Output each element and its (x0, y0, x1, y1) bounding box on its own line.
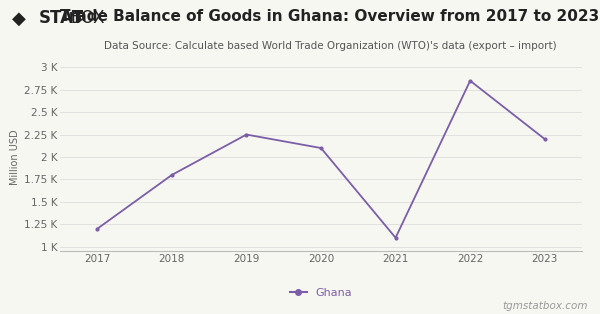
Text: BOX: BOX (71, 9, 106, 27)
Legend: Ghana: Ghana (286, 283, 356, 302)
Text: STAT: STAT (39, 9, 84, 27)
Text: Data Source: Calculate based World Trade Organization (WTO)'s data (export – imp: Data Source: Calculate based World Trade… (104, 41, 556, 51)
Y-axis label: Million USD: Million USD (10, 129, 20, 185)
Text: tgmstatbox.com: tgmstatbox.com (503, 301, 588, 311)
Text: ◆: ◆ (12, 9, 26, 27)
Text: Trade Balance of Goods in Ghana: Overview from 2017 to 2023: Trade Balance of Goods in Ghana: Overvie… (61, 9, 599, 24)
